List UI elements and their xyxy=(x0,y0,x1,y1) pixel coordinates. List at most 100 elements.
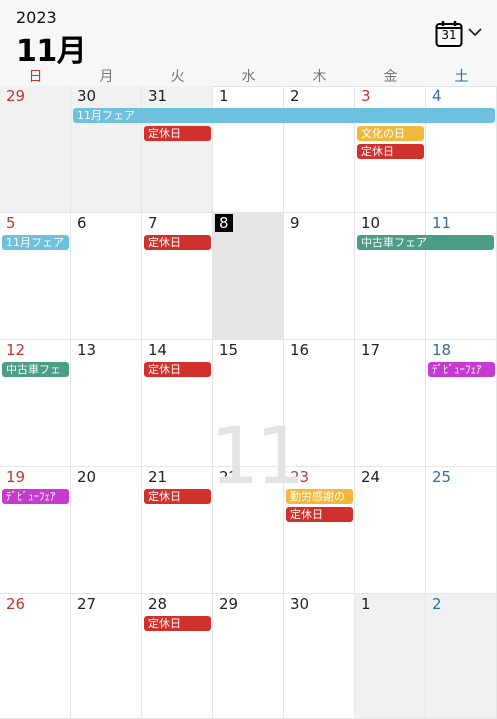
day-number: 7 xyxy=(148,214,158,232)
month-grid: 29 30 31 1 2 3 4 5 6 7 8 9 10 11 12 13 1… xyxy=(0,86,497,719)
day-number: 19 xyxy=(6,468,26,486)
day-cell[interactable]: 19 xyxy=(0,467,71,594)
day-cell[interactable]: 22 xyxy=(213,467,284,594)
event-closed-day[interactable]: 定休日 xyxy=(144,489,211,504)
day-cell[interactable]: 24 xyxy=(355,467,426,594)
day-cell[interactable]: 27 xyxy=(71,594,142,719)
day-cell[interactable]: 11 xyxy=(426,213,497,340)
event-closed-day[interactable]: 定休日 xyxy=(357,144,424,159)
weekday-fri: 金 xyxy=(383,69,398,85)
event-closed-day[interactable]: 定休日 xyxy=(144,235,211,250)
event-debut-fair[interactable]: ﾃﾞﾋﾞｭｰﾌｪｱ xyxy=(2,489,69,504)
year-label: 2023 xyxy=(16,8,57,27)
day-cell[interactable]: 18 xyxy=(426,340,497,467)
event-11gatsu-fair[interactable]: 11月フェア xyxy=(73,108,495,123)
day-cell[interactable]: 1 xyxy=(213,86,284,213)
day-number: 25 xyxy=(432,468,452,486)
day-cell[interactable]: 5 xyxy=(0,213,71,340)
day-cell[interactable]: 2 xyxy=(284,86,355,213)
day-number: 2 xyxy=(290,87,300,105)
day-number: 22 xyxy=(219,468,239,486)
weekday-mon: 月 xyxy=(99,69,114,85)
day-number: 1 xyxy=(361,595,371,613)
day-number: 11 xyxy=(432,214,452,232)
day-number: 2 xyxy=(432,595,442,613)
day-number: 29 xyxy=(6,87,26,105)
day-number: 1 xyxy=(219,87,229,105)
weekday-thu: 木 xyxy=(312,69,327,85)
day-cell[interactable]: 30 xyxy=(284,594,355,719)
day-cell[interactable]: 17 xyxy=(355,340,426,467)
day-number: 26 xyxy=(6,595,26,613)
day-number: 16 xyxy=(290,341,310,359)
event-debut-fair[interactable]: ﾃﾞﾋﾞｭｰﾌｪｱ xyxy=(428,362,495,377)
event-closed-day[interactable]: 定休日 xyxy=(144,362,211,377)
day-number: 30 xyxy=(290,595,310,613)
day-number: 29 xyxy=(219,595,239,613)
calendar-icon-number: 31 xyxy=(441,28,457,42)
day-cell[interactable]: 31 xyxy=(142,86,213,213)
day-cell[interactable]: 6 xyxy=(71,213,142,340)
day-cell[interactable]: 23 xyxy=(284,467,355,594)
weekday-tue: 火 xyxy=(170,69,185,85)
day-cell[interactable]: 3 xyxy=(355,86,426,213)
weekday-sat: 土 xyxy=(454,69,469,85)
event-used-car-fair[interactable]: 中古車フェ xyxy=(2,362,69,377)
day-cell[interactable]: 25 xyxy=(426,467,497,594)
calendar-header: 2023 11月 31 xyxy=(0,0,497,69)
day-number: 30 xyxy=(77,87,97,105)
day-number: 21 xyxy=(148,468,168,486)
day-number: 13 xyxy=(77,341,97,359)
day-number: 10 xyxy=(361,214,381,232)
weekday-header: 日 月 火 水 木 金 土 xyxy=(0,64,497,87)
weekday-wed: 水 xyxy=(241,69,256,85)
day-cell[interactable]: 9 xyxy=(284,213,355,340)
day-cell[interactable]: 13 xyxy=(71,340,142,467)
day-cell[interactable]: 2 xyxy=(426,594,497,719)
day-cell[interactable]: 29 xyxy=(0,86,71,213)
day-cell[interactable]: 4 xyxy=(426,86,497,213)
day-cell[interactable]: 16 xyxy=(284,340,355,467)
day-number: 18 xyxy=(432,341,452,359)
day-number: 4 xyxy=(432,87,442,105)
event-closed-day[interactable]: 定休日 xyxy=(286,507,353,522)
event-closed-day[interactable]: 定休日 xyxy=(144,616,211,631)
day-number: 17 xyxy=(361,341,381,359)
day-cell[interactable]: 26 xyxy=(0,594,71,719)
event-bunka-no-hi[interactable]: 文化の日 xyxy=(357,126,424,141)
day-cell[interactable]: 21 xyxy=(142,467,213,594)
day-number: 3 xyxy=(361,87,371,105)
month-title: 11月 xyxy=(16,34,87,69)
day-number: 12 xyxy=(6,341,26,359)
day-cell[interactable]: 1 xyxy=(355,594,426,719)
day-number: 28 xyxy=(148,595,168,613)
calendar-icon: 31 xyxy=(435,20,463,48)
day-cell[interactable]: 15 xyxy=(213,340,284,467)
day-cell[interactable]: 7 xyxy=(142,213,213,340)
day-number: 6 xyxy=(77,214,87,232)
day-number: 14 xyxy=(148,341,168,359)
chevron-down-icon xyxy=(468,28,482,37)
event-kinro-kansha[interactable]: 勤労感謝の xyxy=(286,489,353,504)
day-cell[interactable]: 10 xyxy=(355,213,426,340)
event-used-car-fair[interactable]: 中古車フェア xyxy=(357,235,494,250)
day-number: 27 xyxy=(77,595,97,613)
day-number: 31 xyxy=(148,87,168,105)
day-cell[interactable]: 20 xyxy=(71,467,142,594)
calendar-view-button[interactable]: 31 xyxy=(435,20,485,48)
day-cell[interactable]: 30 xyxy=(71,86,142,213)
event-11gatsu-fair[interactable]: 11月フェア xyxy=(2,235,69,250)
day-number: 24 xyxy=(361,468,381,486)
today-day-number: 8 xyxy=(215,214,233,232)
day-cell[interactable]: 14 xyxy=(142,340,213,467)
day-cell[interactable]: 12 xyxy=(0,340,71,467)
day-number: 20 xyxy=(77,468,97,486)
day-cell-today[interactable]: 8 xyxy=(213,213,284,340)
day-number: 23 xyxy=(290,468,310,486)
day-number: 9 xyxy=(290,214,300,232)
weekday-sun: 日 xyxy=(28,69,43,85)
day-cell[interactable]: 29 xyxy=(213,594,284,719)
day-cell[interactable]: 28 xyxy=(142,594,213,719)
day-number: 5 xyxy=(6,214,16,232)
event-closed-day[interactable]: 定休日 xyxy=(144,126,211,141)
